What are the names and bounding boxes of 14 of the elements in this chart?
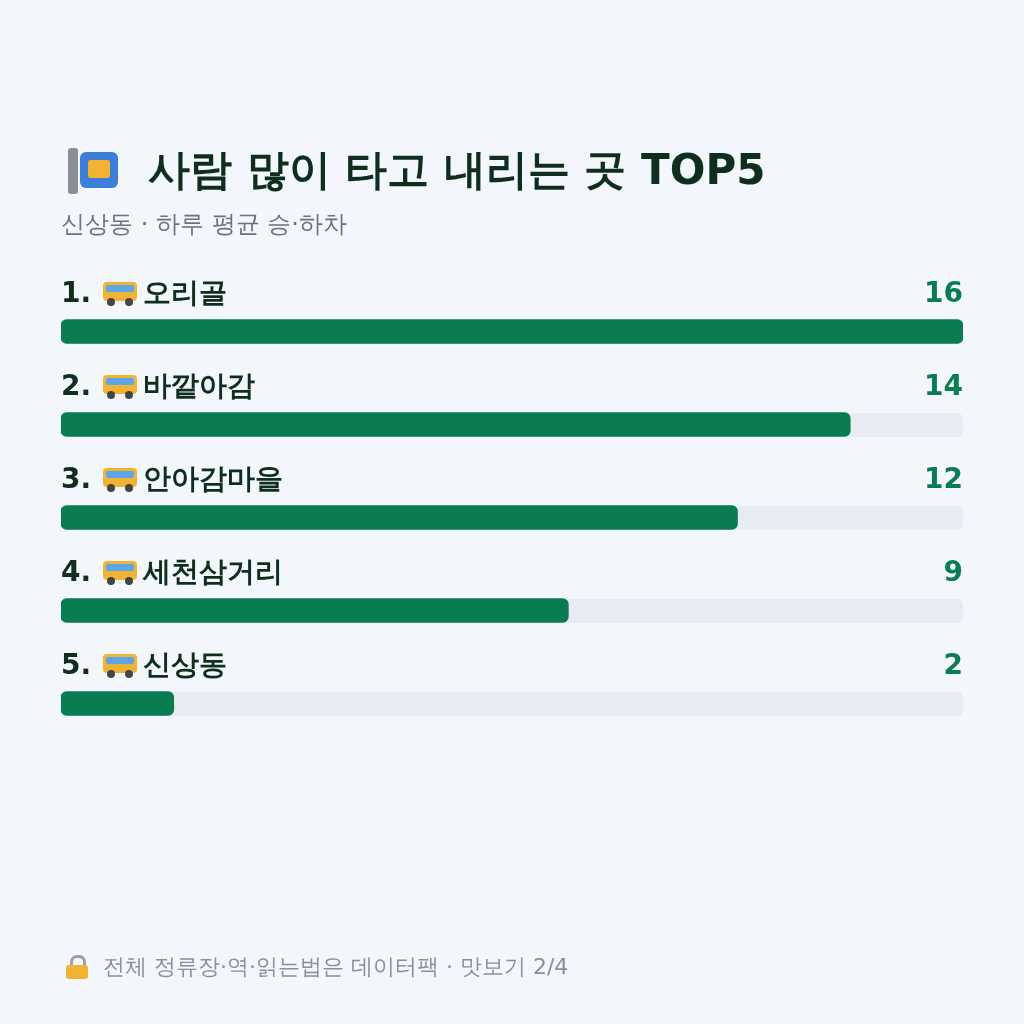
- text: 전체 정류장·역·읽는법은 데이터팩 · 맛보기 2/4: [103, 953, 569, 981]
- category-label: 3. 안아감마을: [61, 461, 284, 495]
- category-label: 1. 오리골: [61, 275, 228, 309]
- category-label: 4. 세천삼거리: [61, 554, 284, 588]
- category-label: 2. 바깥아감: [61, 368, 256, 402]
- data-label: 2: [943, 647, 963, 681]
- data-label: 16: [924, 275, 963, 309]
- data-label: 14: [924, 368, 963, 402]
- category-label: 5. 신상동: [61, 647, 228, 681]
- bar: [61, 691, 175, 716]
- data-label: 12: [924, 461, 963, 495]
- chart-subtitle: 신상동 · 하루 평균 승·하차: [61, 209, 347, 240]
- data-label: 9: [943, 554, 963, 588]
- chart-title: 사람 많이 타고 내리는 곳 TOP5: [148, 144, 766, 196]
